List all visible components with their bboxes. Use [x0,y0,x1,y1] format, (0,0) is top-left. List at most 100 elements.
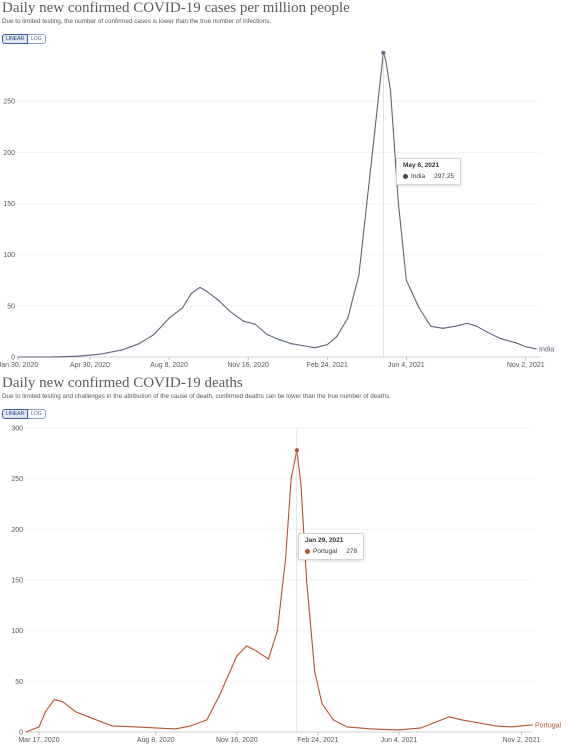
data-point [460,719,463,721]
y-tick-label: 250 [11,476,23,483]
data-point [227,675,229,677]
data-point [17,356,19,358]
data-point [181,307,184,309]
chart-subtitle: Due to limited testing and challenges in… [2,393,391,400]
x-tick-label: Nov 2, 2021 [507,362,545,369]
cases-chart-panel: 0 50 100 150 200 250 Jan 30, 2020 Apr 30, 2020… [0,0,554,369]
data-point [487,331,489,334]
data-point [52,356,55,358]
chart-title: Daily new confirmed COVID-19 cases per m… [2,0,350,16]
data-point [398,729,400,731]
data-point [358,274,360,276]
x-tick-label: Feb 24, 2021 [307,362,348,369]
tooltip-date: May 6, 2021 [403,162,440,169]
hover-point [294,448,299,453]
data-point [366,202,368,205]
data-point [499,337,502,340]
data-point [38,726,40,728]
data-point [494,725,497,727]
data-point [302,345,305,347]
chart-subtitle: Due to limited testing, the number of co… [2,18,272,25]
data-point [254,323,256,325]
chart-title: Daily new confirmed COVID-19 deaths [2,375,243,391]
data-point [336,335,338,338]
data-point [25,731,27,733]
data-point [520,725,523,727]
y-tick-label: 150 [11,578,23,585]
hover-point [381,50,386,55]
tooltip-date: Jan 29, 2021 [305,537,344,544]
y-tick-label: 50 [15,679,23,686]
data-point [525,346,527,348]
scale-toggle: LINEAR LOG [2,409,46,419]
data-point [77,355,79,357]
cases-line-chart: 0 50 100 150 200 250 Jan 30, 2020 Apr 30, 2020… [0,50,554,369]
data-point [135,726,137,728]
series-color-dot [305,549,310,554]
data-point [90,717,92,719]
data-point [291,343,293,345]
data-point [435,721,437,723]
data-point [190,725,192,727]
data-point [332,719,334,721]
x-tick-label: Jan 30, 2020 [0,362,38,369]
data-point [242,320,245,322]
series-line [25,449,533,733]
linear-scale-button[interactable]: LINEAR [2,34,29,44]
data-point [514,342,517,344]
data-point [385,59,387,61]
data-point [168,317,170,319]
y-tick-label: 50 [7,303,15,310]
data-point [420,727,422,729]
y-tick-label: 200 [3,150,15,157]
data-point [53,698,55,701]
data-point [477,722,480,724]
data-point [448,716,450,718]
data-point [346,726,348,728]
deaths-line-chart: 0 50 100 150 200 250 300 Mar 17, 2020 Aug 8, 20… [11,426,561,745]
y-tick-label: 100 [11,628,23,635]
series-color-dot [403,174,408,179]
data-point [466,322,468,324]
data-point [174,728,176,730]
x-tick-label: Apr 30, 2020 [70,362,110,369]
data-point [510,726,512,728]
data-point [374,131,376,133]
x-tick-label: Aug 8, 2020 [137,737,175,744]
data-point [255,650,257,652]
data-point [535,348,537,350]
data-point [276,630,278,632]
data-point [138,343,140,345]
data-point [454,325,456,327]
data-point [153,333,155,336]
log-scale-button[interactable]: LOG [28,409,46,419]
y-tick-label: 200 [11,527,23,534]
tooltip-series-name: Portugal [313,548,338,555]
x-tick-label: Nov 16, 2020 [216,737,258,744]
x-tick-label: Nov 16, 2020 [227,362,269,369]
series-end-label: India [539,346,554,353]
y-tick-label: 150 [3,201,15,208]
data-point [230,311,232,313]
data-point [61,701,64,703]
data-point [206,719,208,721]
data-point [44,711,47,713]
y-tick-label: 0 [11,355,15,362]
linear-scale-button[interactable]: LINEAR [2,409,29,419]
data-point [190,292,192,295]
x-tick-label: Feb 24, 2021 [297,737,338,744]
y-tick-label: 300 [11,426,23,433]
data-point [405,279,407,281]
tooltip-row: India 297.25 [403,173,454,180]
data-point [321,703,323,705]
data-point [74,711,77,713]
data-point [370,728,373,730]
data-point [326,344,328,346]
scale-toggle: LINEAR LOG [2,34,46,44]
data-point [531,724,533,726]
y-tick-label: 250 [3,99,15,106]
x-tick-label: Nov 2, 2021 [503,737,541,744]
data-point [430,325,432,327]
hover-tooltip: Jan 29, 2021 Portugal 278 [298,533,365,560]
log-scale-button[interactable]: LOG [28,34,46,44]
